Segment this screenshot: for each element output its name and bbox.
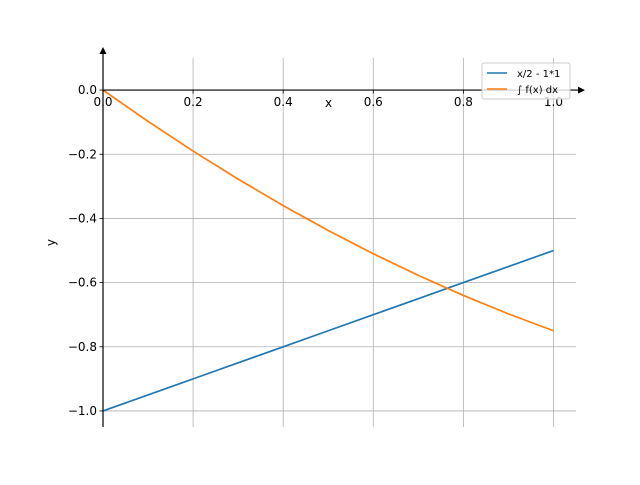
legend: x/2 - 1*1 ∫ f(x) dx [482,63,570,99]
y-axis-arrow-icon [100,47,107,54]
x-tick-label: 0.2 [184,95,203,109]
y-tick-label: −0.6 [68,276,97,290]
y-tick-label: 0.0 [78,83,97,97]
y-tick-label: −0.2 [68,147,97,161]
y-tick-label: −1.0 [68,404,97,418]
x-axis-arrow-icon [578,87,585,94]
y-tick-label: −0.4 [68,211,97,225]
plot-area [103,90,553,411]
grid [103,58,576,427]
legend-entry: ∫ f(x) dx [517,85,558,96]
x-axis-label: x [325,96,332,110]
y-axis-label: y [44,239,58,246]
legend-entry: x/2 - 1*1 [517,69,560,80]
x-tick-label: 0.6 [364,95,383,109]
y-tick-label: −0.8 [68,340,97,354]
x-tick-label: 0.8 [454,95,473,109]
x-tick-label: 0.0 [93,95,112,109]
x-tick-label: 0.4 [274,95,293,109]
series-line-1 [103,90,553,331]
